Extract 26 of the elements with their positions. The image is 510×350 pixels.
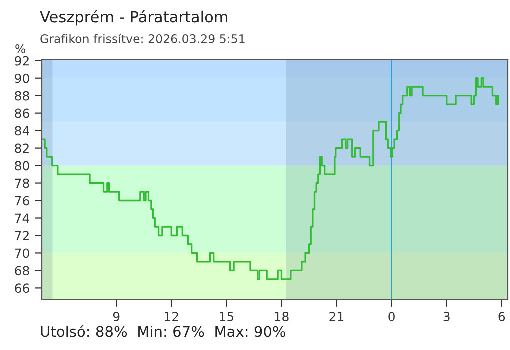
y-tick-label: 76 [15,196,30,206]
y-axis-title: % [16,44,26,54]
chart-subtitle: Grafikon frissítve: 2026.03.29 5:51 [40,34,245,44]
x-tick-label: 3 [444,312,450,322]
y-tick-label: 80 [15,161,30,171]
x-tick-label: 6 [498,312,506,322]
y-tick-label: 82 [15,144,29,154]
y-tick-label: 92 [15,56,29,66]
y-tick-label: 66 [15,284,30,294]
y-tick-label: 68 [15,266,30,276]
x-tick-label: 21 [330,312,344,322]
chart-title: Veszprém - Páratartalom [40,10,228,26]
y-tick-label: 90 [15,74,30,84]
x-tick-label: 18 [275,312,289,322]
y-tick-label: 84 [15,126,30,136]
x-tick-label: 9 [113,312,120,322]
x-tick-label: 15 [220,312,234,322]
y-tick-label: 72 [15,231,29,240]
y-tick-label: 86 [15,108,30,118]
text: Utolsó: 88% Min: 67% Max: 90% [41,325,286,338]
x-tick-label: 0 [388,312,395,322]
x-tick-label: 12 [165,312,178,322]
y-tick-label: 78 [15,178,30,188]
y-tick-label: 70 [15,248,30,258]
y-tick-label: 88 [15,91,30,101]
y-tick-label: 74 [15,214,30,223]
